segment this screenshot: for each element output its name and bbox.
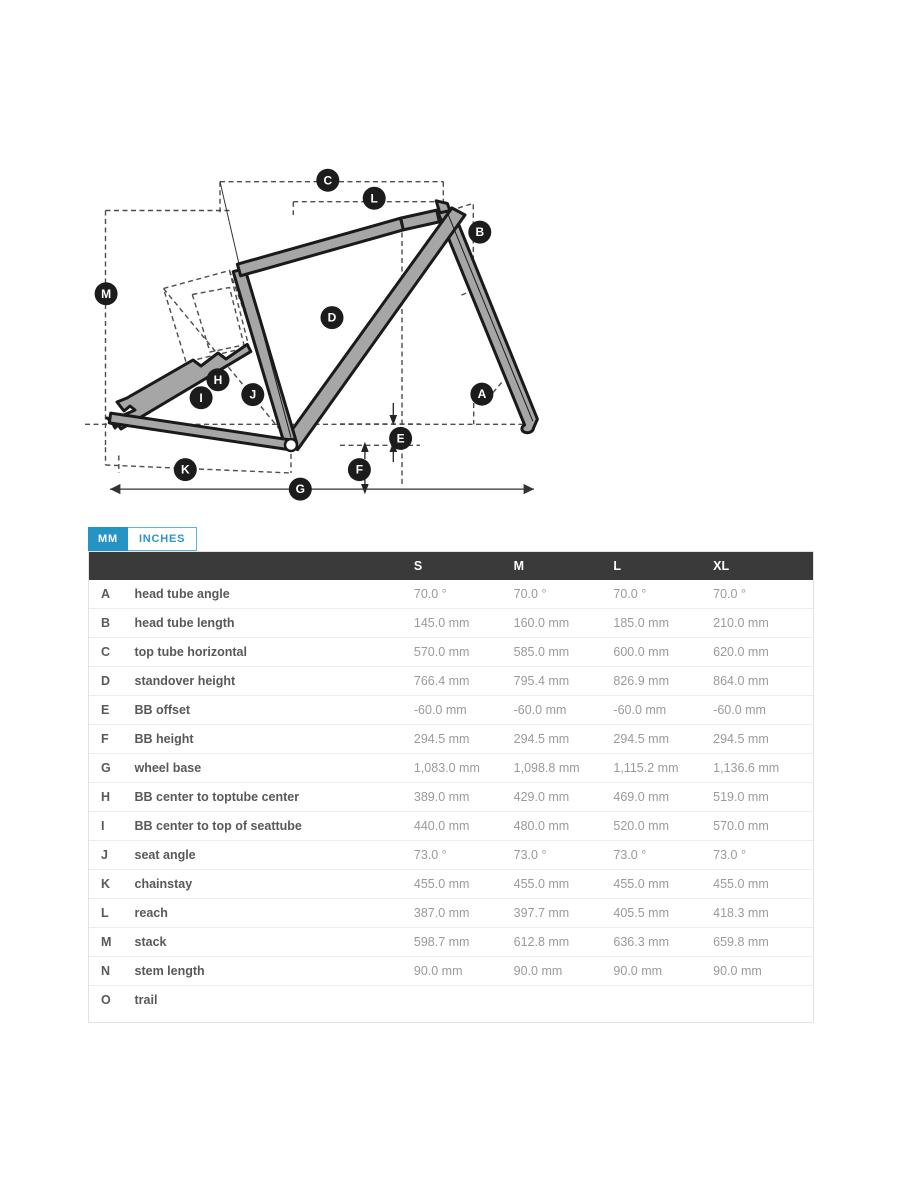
svg-text:C: C	[323, 173, 332, 187]
svg-text:G: G	[296, 482, 305, 496]
svg-text:H: H	[214, 373, 223, 387]
svg-text:J: J	[249, 388, 256, 402]
svg-text:I: I	[199, 391, 202, 405]
svg-text:E: E	[397, 431, 405, 445]
svg-text:F: F	[356, 463, 363, 477]
svg-text:L: L	[371, 191, 378, 205]
svg-text:D: D	[328, 311, 337, 325]
svg-text:M: M	[101, 287, 111, 301]
svg-text:B: B	[475, 225, 484, 239]
svg-text:A: A	[478, 387, 487, 401]
svg-text:K: K	[181, 463, 190, 477]
